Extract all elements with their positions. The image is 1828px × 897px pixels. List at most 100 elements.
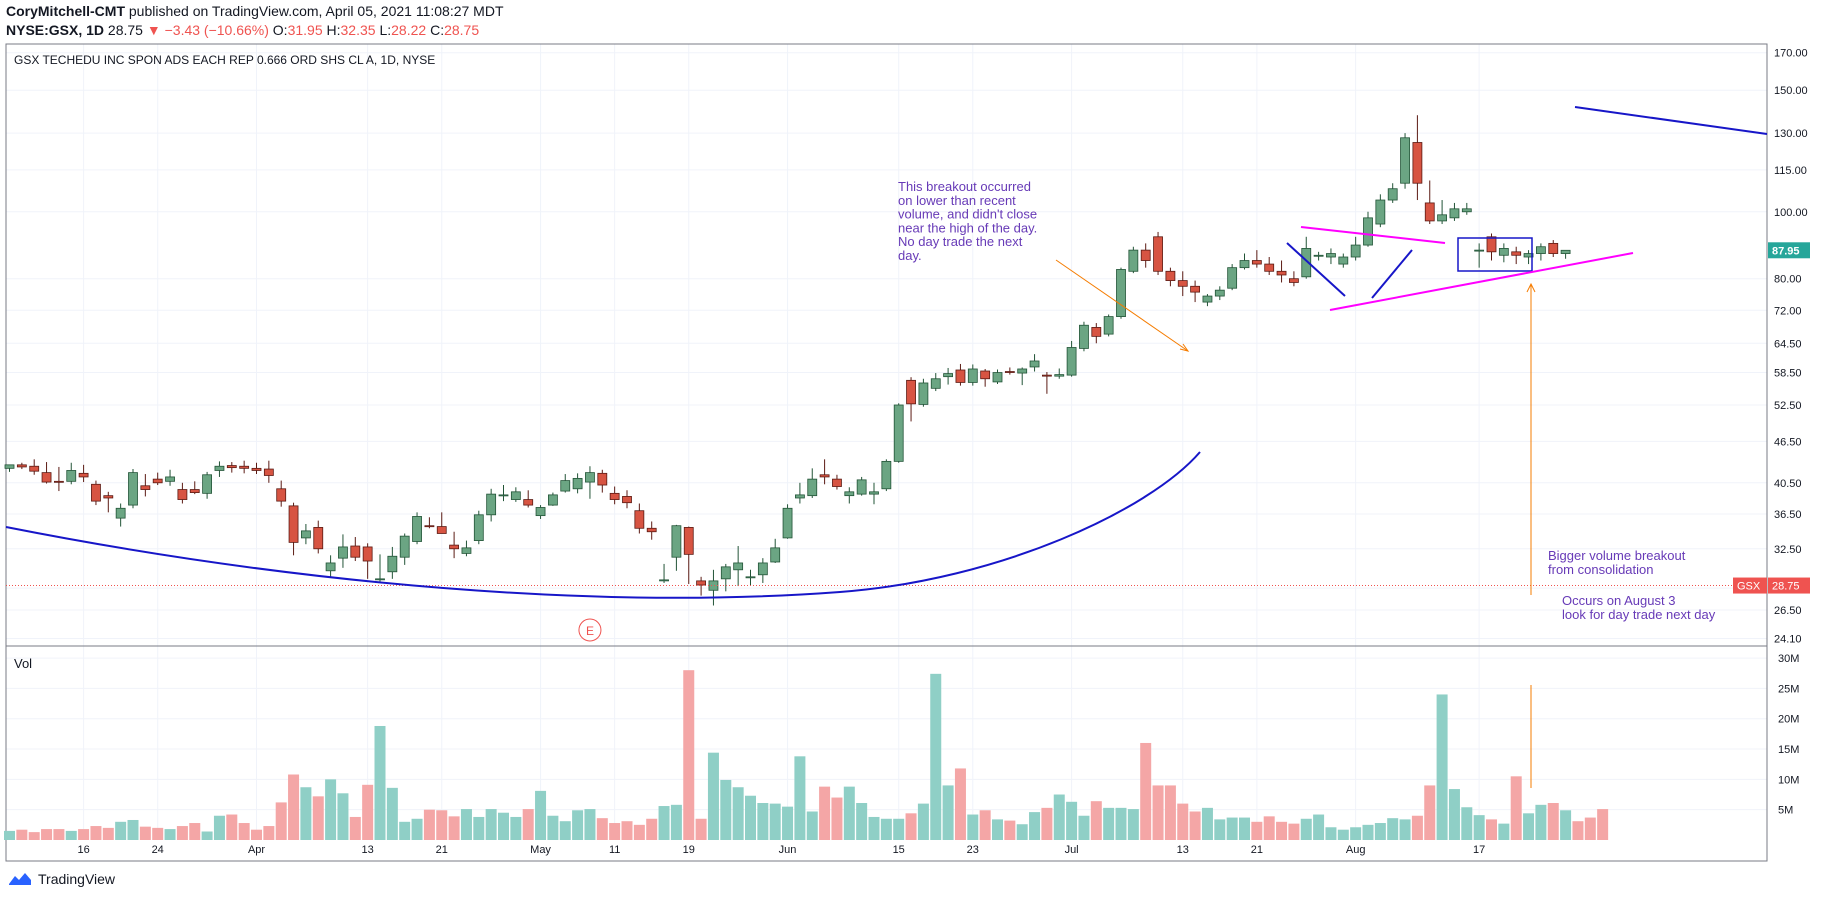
candle-body xyxy=(1202,295,1213,303)
volume-bar xyxy=(732,787,744,840)
candle-body xyxy=(1177,280,1188,287)
volume-bar xyxy=(621,821,633,840)
axes: 170.00 150.00 130.00 115.00 100.00 80.00 72.00… xyxy=(77,48,1810,856)
volume-bar xyxy=(473,816,485,840)
volume-bar xyxy=(1547,803,1559,840)
candle-body xyxy=(1400,137,1410,184)
volume-bar xyxy=(16,829,28,840)
open-label: O: xyxy=(272,22,288,38)
candle-body xyxy=(449,544,460,550)
candle-body xyxy=(1214,289,1225,297)
candle-body xyxy=(498,494,509,497)
volume-bar xyxy=(1066,801,1078,840)
volume-bar xyxy=(1374,823,1386,840)
time-tick-label: 13 xyxy=(1177,844,1189,856)
volume-bar xyxy=(460,809,472,840)
rally-line xyxy=(1371,249,1413,299)
volume-bar xyxy=(1016,824,1028,840)
candle-body xyxy=(930,378,941,389)
pennant-upper-line xyxy=(1300,226,1446,244)
volume-bar xyxy=(769,803,781,840)
volume-bar xyxy=(1523,813,1535,840)
close-value: 28.75 xyxy=(444,22,480,38)
annotation-breakout-text: on lower than recent xyxy=(898,193,1016,208)
volume-bar xyxy=(1350,827,1362,840)
candle-body xyxy=(659,579,669,582)
candle-body xyxy=(152,478,163,484)
volume-bar xyxy=(1300,818,1312,840)
volume-bar xyxy=(1461,807,1473,840)
candle-body xyxy=(387,555,398,573)
volume-bar xyxy=(1276,821,1288,840)
candle-body xyxy=(1066,347,1077,376)
volume-bar xyxy=(1436,694,1448,840)
chart-grid xyxy=(6,44,1767,840)
footer: TradingView xyxy=(8,868,115,890)
volume-bar xyxy=(102,827,114,840)
volume-bar xyxy=(436,810,448,840)
candle-body xyxy=(239,465,250,469)
volume-bar xyxy=(312,796,324,840)
candle-body xyxy=(646,527,657,533)
candle-body xyxy=(770,547,781,563)
candle-body xyxy=(461,547,472,554)
candle-body xyxy=(1091,327,1102,337)
price-tick-label: 170.00 xyxy=(1774,48,1808,60)
volume-bar xyxy=(1572,821,1584,840)
volume-bar xyxy=(510,816,522,840)
candle-body xyxy=(350,545,361,558)
volume-bar xyxy=(1313,814,1325,840)
volume-bar xyxy=(1004,820,1016,840)
volume-bar xyxy=(584,809,596,840)
candle-body xyxy=(1523,253,1534,258)
candle-body xyxy=(1449,208,1460,219)
candle-body xyxy=(128,472,138,506)
price-tick-label: 80.00 xyxy=(1774,274,1802,286)
candle-body xyxy=(535,507,546,517)
earnings-marker-label: E xyxy=(586,624,594,638)
candle-body xyxy=(819,474,830,478)
volume-bar xyxy=(1473,815,1485,840)
time-tick-label: 17 xyxy=(1473,844,1485,856)
breakout-arrow-line xyxy=(1055,259,1189,352)
candle-body xyxy=(54,480,64,483)
candle-body xyxy=(276,488,287,502)
volume-bars xyxy=(4,670,1609,840)
candle-body xyxy=(1004,371,1015,373)
close-label: C: xyxy=(430,22,445,38)
candle-body xyxy=(510,491,521,500)
volume-bar xyxy=(522,809,534,840)
volume-bar xyxy=(695,818,707,840)
volume-bar xyxy=(115,821,127,840)
volume-bar xyxy=(819,786,831,840)
price-tick-label: 130.00 xyxy=(1774,128,1808,140)
volume-bar xyxy=(127,819,139,840)
volume-bar xyxy=(720,779,732,840)
author-name[interactable]: CoryMitchell-CMT xyxy=(6,3,125,19)
candle-body xyxy=(844,491,855,497)
pennant-lower-line xyxy=(1329,252,1634,311)
earnings-marker xyxy=(578,618,602,642)
candle-body xyxy=(893,404,904,462)
candle-body xyxy=(251,467,262,471)
candle-body xyxy=(671,525,682,558)
candle-body xyxy=(1338,256,1349,265)
volume-bar xyxy=(1164,785,1176,840)
candle-body xyxy=(263,468,274,476)
ohlc-line: NYSE:GSX, 1D 28.75 ▼ −3.43 (−10.66%) O:3… xyxy=(6,21,504,40)
august-arrow-icon xyxy=(1526,282,1536,293)
time-tick-label: May xyxy=(530,844,551,856)
candle-body xyxy=(745,576,756,579)
time-tick-label: Jun xyxy=(779,844,797,856)
candle-body xyxy=(807,478,818,497)
candle-body xyxy=(1326,253,1336,258)
chart-header: CoryMitchell-CMT published on TradingVie… xyxy=(6,2,504,46)
candle-body xyxy=(226,465,237,469)
volume-pane-label: Vol xyxy=(14,656,32,671)
volume-bar xyxy=(1263,816,1275,840)
volume-bar xyxy=(152,827,164,840)
volume-bar xyxy=(1387,818,1399,840)
footer-brand[interactable]: TradingView xyxy=(38,871,116,887)
volume-bar xyxy=(201,831,213,840)
